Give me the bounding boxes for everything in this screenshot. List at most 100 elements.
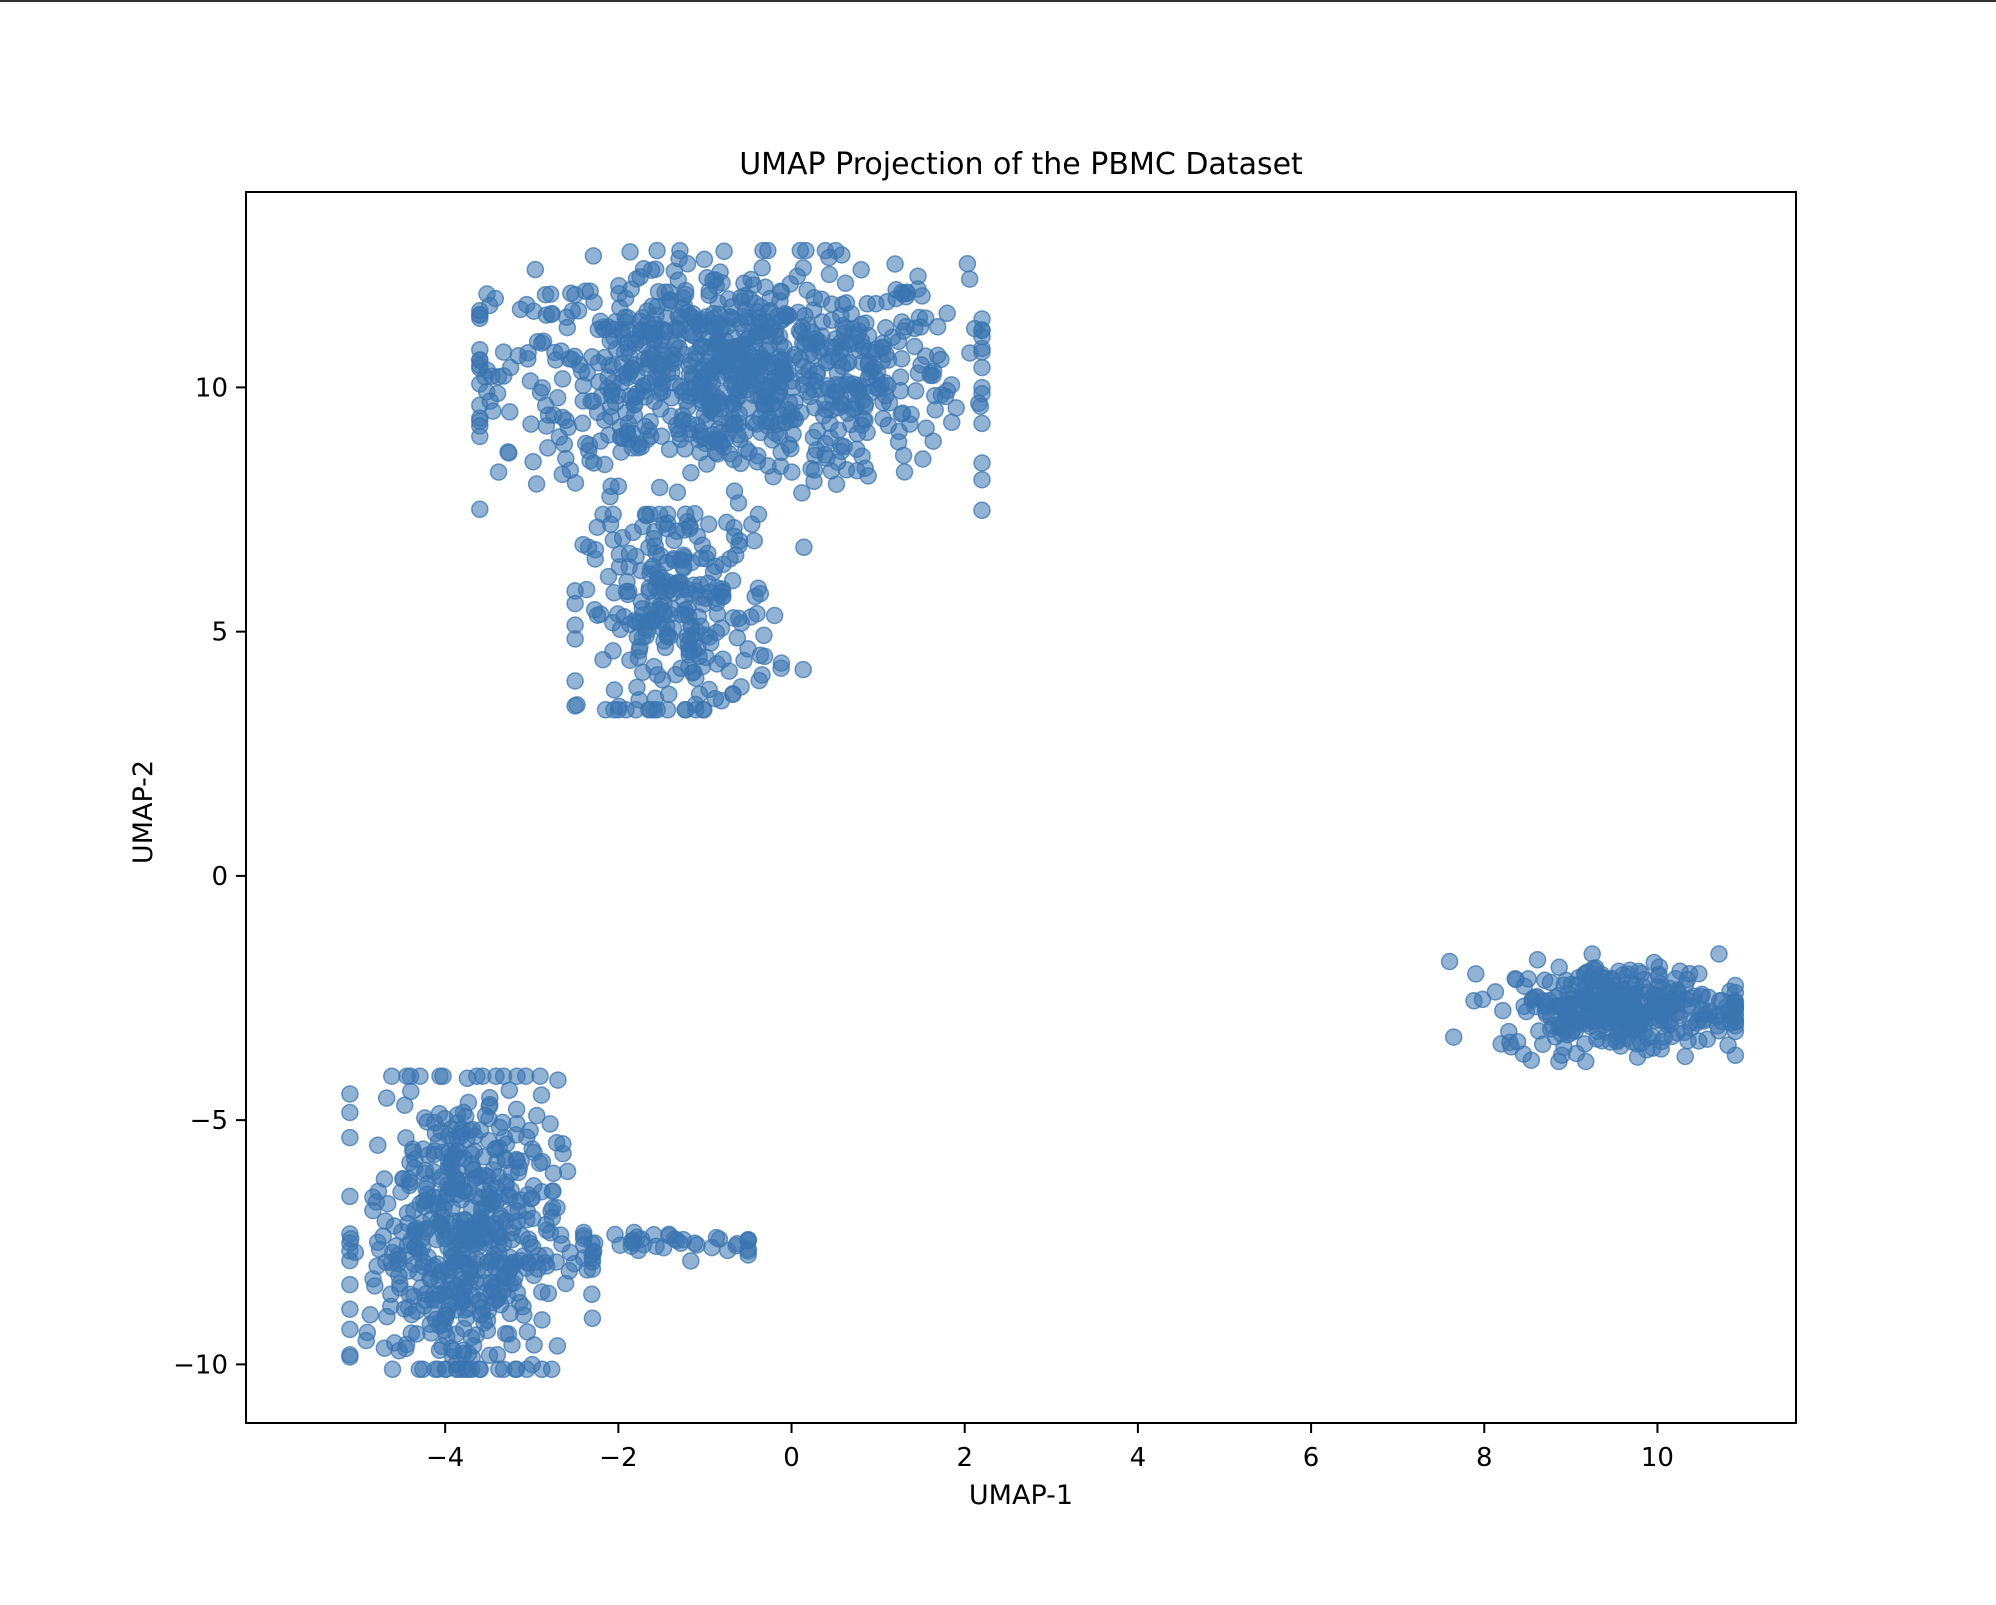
data-point <box>553 465 572 484</box>
data-point <box>482 1231 501 1249</box>
data-point <box>834 340 852 359</box>
data-point <box>480 1346 499 1365</box>
data-point <box>753 666 771 684</box>
data-point <box>399 1298 418 1317</box>
data-point <box>1645 953 1663 972</box>
data-point <box>942 413 961 432</box>
data-point <box>539 439 557 457</box>
data-point <box>852 261 870 279</box>
data-point <box>477 383 496 401</box>
data-point <box>1628 1020 1646 1039</box>
data-point <box>364 1201 382 1220</box>
data-point <box>533 379 552 397</box>
data-point <box>489 463 508 481</box>
x-tick-label: −2 <box>599 1443 637 1473</box>
data-point <box>604 531 623 549</box>
data-point <box>726 414 745 433</box>
data-point <box>479 1167 497 1186</box>
data-point <box>417 1285 435 1303</box>
data-point <box>1528 951 1547 969</box>
data-point <box>749 447 767 465</box>
data-point <box>788 267 807 286</box>
data-point <box>770 327 789 345</box>
data-point <box>616 308 634 327</box>
data-point <box>761 301 780 320</box>
data-point <box>776 366 794 384</box>
data-point <box>1562 1023 1581 1042</box>
data-point <box>678 627 697 645</box>
data-point <box>466 1272 485 1291</box>
data-point <box>601 397 620 416</box>
data-point <box>876 374 895 392</box>
data-point <box>973 358 991 377</box>
data-point <box>1587 1008 1605 1027</box>
data-point <box>751 646 770 665</box>
data-point <box>848 461 866 480</box>
data-point <box>557 449 575 468</box>
data-point <box>341 1085 359 1103</box>
data-point <box>501 403 519 421</box>
data-point <box>341 1300 359 1318</box>
data-point <box>429 1360 447 1379</box>
data-point <box>748 604 766 623</box>
data-point <box>600 426 618 444</box>
data-point <box>1550 958 1568 977</box>
data-point <box>909 267 927 285</box>
data-point <box>533 1311 551 1329</box>
data-point <box>1549 986 1568 1005</box>
data-point <box>764 467 782 486</box>
data-point <box>947 399 965 417</box>
data-point <box>666 319 685 338</box>
y-tick-label: −10 <box>173 1350 228 1380</box>
data-point <box>960 270 979 288</box>
data-point <box>566 672 584 690</box>
data-point <box>552 342 570 360</box>
data-point <box>1681 1014 1700 1032</box>
data-point <box>797 241 815 260</box>
data-point <box>818 449 836 468</box>
data-point <box>630 435 648 453</box>
data-point <box>732 292 751 311</box>
data-point <box>765 606 784 625</box>
data-point <box>622 280 640 298</box>
data-point <box>1726 998 1745 1016</box>
data-point <box>405 1255 423 1274</box>
data-point <box>341 1103 359 1122</box>
data-point <box>1467 965 1485 983</box>
data-point <box>1444 1028 1463 1046</box>
data-point <box>537 417 556 435</box>
data-point <box>603 357 622 375</box>
data-point <box>728 629 747 647</box>
data-point <box>481 1095 499 1114</box>
data-point <box>1440 952 1459 971</box>
data-point <box>341 1320 359 1339</box>
data-point <box>630 691 648 709</box>
data-point <box>651 547 670 565</box>
data-point <box>557 308 576 327</box>
data-point <box>376 1212 395 1230</box>
data-point <box>706 319 724 338</box>
data-point <box>500 1081 519 1100</box>
data-point <box>744 413 762 432</box>
data-point <box>377 1253 395 1271</box>
data-point <box>625 406 644 425</box>
data-point <box>642 261 661 279</box>
data-point <box>676 281 695 300</box>
data-point <box>648 241 666 260</box>
data-point <box>684 663 703 681</box>
data-point <box>341 1187 359 1206</box>
data-point <box>392 1183 410 1201</box>
data-point <box>341 1275 359 1294</box>
data-point <box>574 1236 593 1254</box>
data-point <box>458 1069 477 1088</box>
data-point <box>1690 964 1708 983</box>
x-tick-label: −4 <box>426 1443 464 1473</box>
data-point <box>502 1255 521 1273</box>
data-point <box>573 414 592 433</box>
data-point <box>792 403 810 422</box>
data-point <box>440 1142 459 1160</box>
data-point <box>527 475 546 493</box>
data-point <box>537 306 556 324</box>
data-point <box>973 454 991 472</box>
data-point <box>848 424 867 443</box>
